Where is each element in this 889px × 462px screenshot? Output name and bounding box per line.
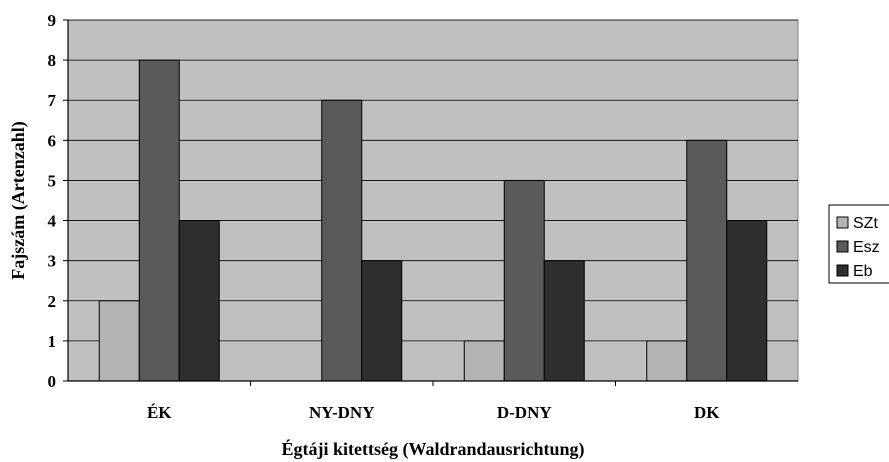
bar-szt-3 bbox=[646, 340, 688, 382]
legend-swatch-esz bbox=[836, 240, 849, 253]
y-tick-label: 9 bbox=[48, 11, 57, 30]
y-tick-label: 4 bbox=[48, 212, 57, 231]
x-tick-labels: ÉK NY-DNY D-DNY DK bbox=[147, 403, 720, 422]
y-tick-labels: 0 1 2 3 4 5 6 7 8 9 bbox=[48, 11, 57, 391]
y-tick-label: 8 bbox=[48, 51, 57, 70]
x-tick-label: ÉK bbox=[147, 403, 172, 422]
bar-szt-0 bbox=[98, 300, 140, 382]
y-tick-label: 2 bbox=[48, 292, 57, 311]
bar-esz-2 bbox=[503, 179, 545, 382]
bar-szt-2 bbox=[463, 340, 505, 382]
x-tick-label: NY-DNY bbox=[309, 403, 375, 422]
bar-esz-3 bbox=[686, 139, 728, 382]
y-tick-label: 3 bbox=[48, 252, 57, 271]
y-tick-label: 5 bbox=[48, 171, 57, 190]
y-tick-label: 7 bbox=[48, 91, 57, 110]
bar-eb-3 bbox=[726, 220, 768, 382]
legend-label-eb: Eb bbox=[853, 263, 873, 280]
bar-esz-1 bbox=[321, 99, 363, 382]
legend-swatch-eb bbox=[836, 264, 849, 277]
bar-eb-1 bbox=[361, 260, 403, 382]
y-tick-label: 1 bbox=[48, 332, 57, 351]
axes bbox=[63, 19, 798, 386]
y-tick-label: 0 bbox=[48, 372, 57, 391]
x-axis-title: Égtáji kitettség (Waldrandausrichtung) bbox=[281, 438, 584, 460]
bars bbox=[98, 59, 768, 382]
legend-label-esz: Esz bbox=[853, 239, 880, 256]
legend: SZt Esz Eb bbox=[828, 204, 889, 284]
y-axis-title: Fajszám (Artenzahl) bbox=[8, 121, 29, 279]
y-tick-label: 6 bbox=[48, 131, 57, 150]
bar-eb-2 bbox=[543, 260, 585, 382]
bar-esz-0 bbox=[138, 59, 180, 382]
legend-label-szt: SZt bbox=[853, 215, 878, 232]
x-tick-label: DK bbox=[694, 403, 720, 422]
legend-swatch-szt bbox=[836, 216, 849, 229]
bar-eb-0 bbox=[178, 220, 220, 382]
x-tick-label: D-DNY bbox=[497, 403, 552, 422]
